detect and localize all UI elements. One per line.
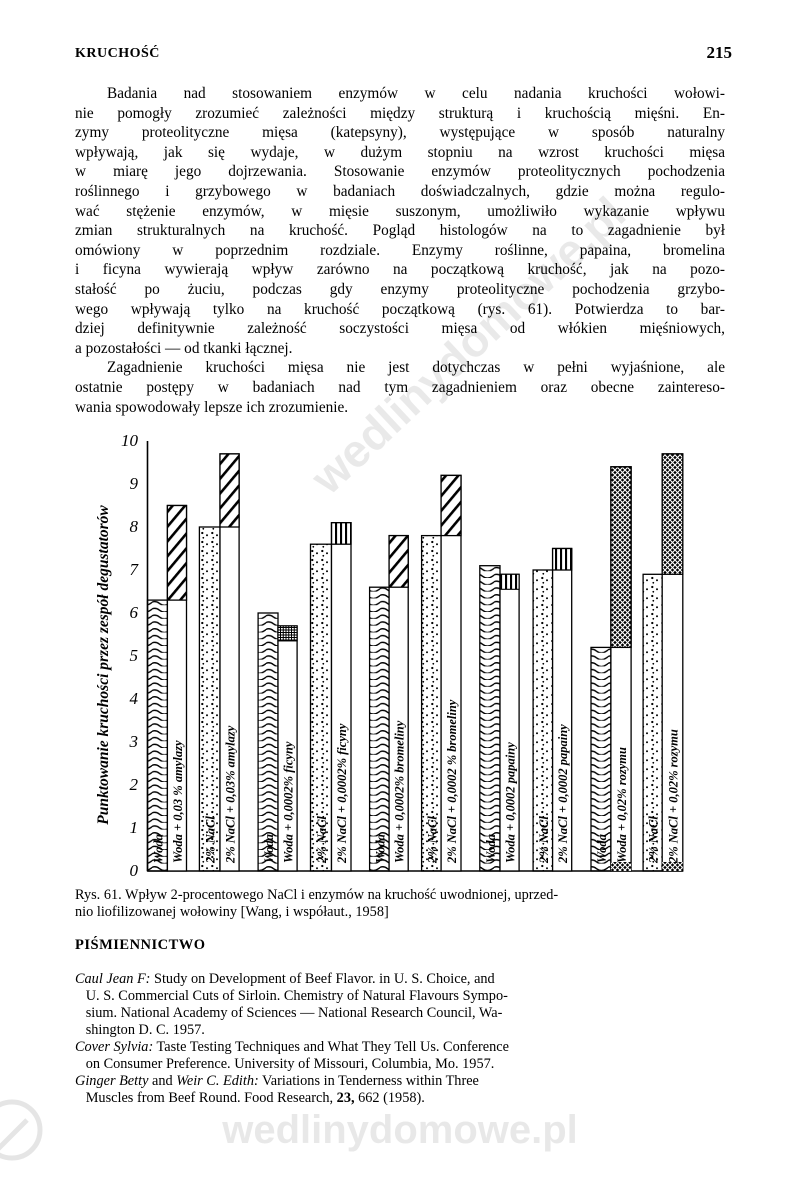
svg-text:Woda: Woda bbox=[484, 834, 498, 863]
svg-text:8: 8 bbox=[130, 517, 139, 536]
svg-text:9: 9 bbox=[130, 474, 139, 493]
svg-text:1: 1 bbox=[130, 818, 139, 837]
svg-text:2% NaCl + 0,0002 papainy: 2% NaCl + 0,0002 papainy bbox=[556, 724, 570, 864]
svg-text:2% NaCl + 0,0002% ficyny: 2% NaCl + 0,0002% ficyny bbox=[335, 723, 349, 864]
svg-text:2% NaCl: 2% NaCl bbox=[315, 816, 329, 864]
svg-text:Woda: Woda bbox=[595, 834, 609, 863]
svg-text:Woda + 0,02% rozymu: Woda + 0,02% rozymu bbox=[615, 747, 629, 863]
svg-text:Punktowanie kruchości przez ze: Punktowanie kruchości przez zespół degus… bbox=[95, 505, 112, 825]
svg-text:Woda: Woda bbox=[262, 834, 276, 863]
svg-text:5: 5 bbox=[130, 646, 139, 665]
svg-text:Woda: Woda bbox=[373, 834, 387, 863]
svg-text:2% NaCl: 2% NaCl bbox=[425, 816, 439, 864]
svg-text:2% NaCl + 0,0002 % bromeliny: 2% NaCl + 0,0002 % bromeliny bbox=[445, 699, 459, 864]
svg-text:2% NaCl: 2% NaCl bbox=[204, 816, 218, 864]
svg-text:2% NaCl + 0,03% amylazy: 2% NaCl + 0,03% amylazy bbox=[224, 725, 238, 864]
svg-text:7: 7 bbox=[130, 560, 140, 579]
svg-text:Woda + 0,0002% bromeliny: Woda + 0,0002% bromeliny bbox=[393, 720, 407, 863]
svg-text:4: 4 bbox=[130, 689, 139, 708]
svg-text:Woda + 0,0002% ficyny: Woda + 0,0002% ficyny bbox=[282, 741, 296, 863]
svg-text:10: 10 bbox=[121, 431, 139, 450]
svg-text:0: 0 bbox=[130, 861, 139, 880]
svg-text:Woda: Woda bbox=[151, 834, 165, 863]
svg-text:3: 3 bbox=[129, 732, 139, 751]
svg-text:Woda + 0,03 % amylazy: Woda + 0,03 % amylazy bbox=[171, 740, 185, 863]
svg-text:2: 2 bbox=[130, 775, 139, 794]
svg-text:2% NaCl + 0,02% rozymu: 2% NaCl + 0,02% rozymu bbox=[667, 729, 681, 864]
svg-text:Woda + 0,0002 papainy: Woda + 0,0002 papainy bbox=[504, 742, 518, 863]
svg-text:2% NaCl: 2% NaCl bbox=[537, 816, 551, 864]
svg-text:2% NaCl: 2% NaCl bbox=[647, 816, 661, 864]
svg-text:6: 6 bbox=[130, 603, 139, 622]
